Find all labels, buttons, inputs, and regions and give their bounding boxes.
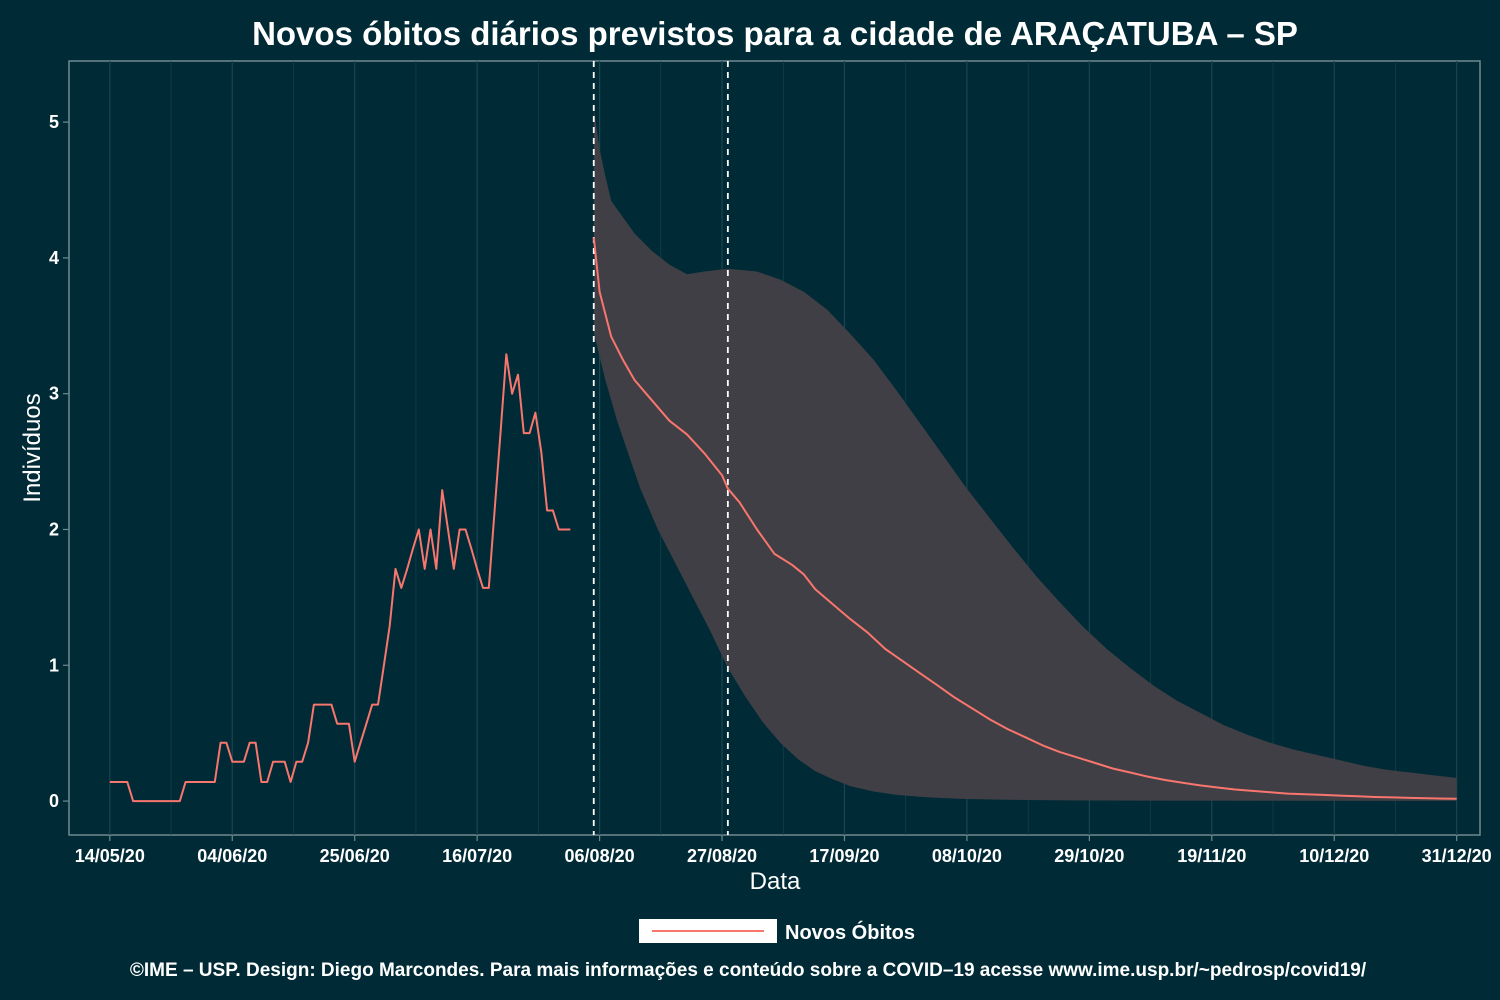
series-line-novos-obitos bbox=[109, 353, 571, 803]
y-tick-label: 1 bbox=[49, 655, 59, 675]
vertical-reference-lines bbox=[592, 61, 729, 835]
x-axis-label: Data bbox=[750, 868, 801, 895]
series-lines bbox=[109, 237, 1457, 803]
x-tick-label: 04/06/20 bbox=[197, 846, 267, 866]
y-tick-label: 0 bbox=[49, 791, 59, 811]
x-tick-label: 17/09/20 bbox=[809, 846, 879, 866]
y-axis-ticks: 0 1 2 3 4 5 bbox=[49, 112, 69, 811]
x-tick-label: 27/08/20 bbox=[687, 846, 757, 866]
legend-label: Novos Óbitos bbox=[785, 920, 915, 944]
x-tick-label: 25/06/20 bbox=[320, 846, 390, 866]
prediction-interval-band bbox=[593, 108, 1457, 801]
x-tick-label: 10/12/20 bbox=[1299, 846, 1369, 866]
y-tick-label: 3 bbox=[49, 384, 59, 404]
x-tick-label: 14/05/20 bbox=[75, 846, 145, 866]
legend: Novos Óbitos bbox=[639, 919, 915, 944]
x-tick-label: 29/10/20 bbox=[1054, 846, 1124, 866]
x-tick-label: 19/11/20 bbox=[1177, 846, 1246, 866]
x-tick-label: 31/12/20 bbox=[1422, 846, 1492, 866]
confidence-ribbon bbox=[593, 108, 1457, 801]
series-line-novos-obitos bbox=[592, 237, 1457, 800]
caption: ©IME – USP. Design: Diego Marcondes. Par… bbox=[130, 960, 1367, 981]
x-tick-label: 06/08/20 bbox=[565, 846, 635, 866]
y-axis-label: Indivíduos bbox=[19, 393, 46, 502]
x-tick-label: 08/10/20 bbox=[932, 846, 1002, 866]
y-tick-label: 4 bbox=[49, 248, 59, 268]
x-tick-label: 16/07/20 bbox=[442, 846, 512, 866]
y-tick-label: 2 bbox=[49, 519, 59, 539]
x-axis-ticks: 14/05/20 04/06/20 25/06/20 16/07/20 06/08/20… bbox=[75, 835, 1492, 866]
chart-title: Novos óbitos diários previstos para a ci… bbox=[252, 15, 1298, 52]
y-tick-label: 5 bbox=[49, 112, 59, 132]
